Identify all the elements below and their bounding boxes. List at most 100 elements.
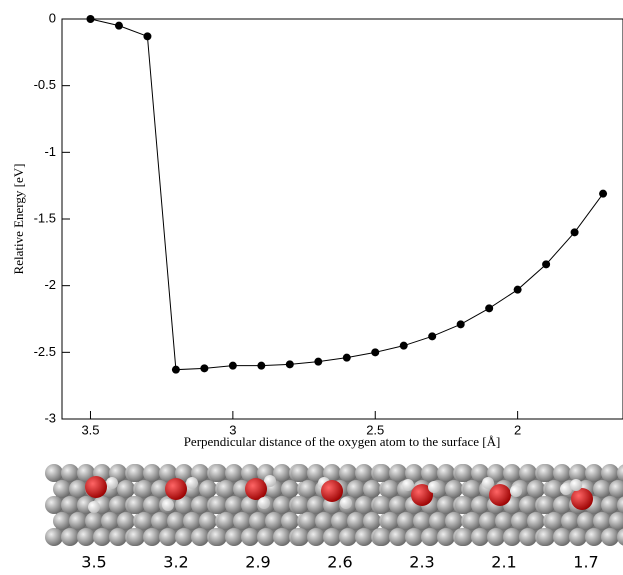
surface-atom [553,464,571,482]
surface-atom [135,512,153,530]
surface-atom [445,512,463,530]
surface-atom [143,496,161,514]
surface-atom [593,480,611,498]
oxygen [321,480,343,502]
surface-atom [61,496,79,514]
surface-atom [373,528,391,546]
surface-atom [479,512,497,530]
snapshot-label: 2.3 [409,553,434,572]
marker [143,32,152,41]
surface-atom [471,528,489,546]
hydrogen [186,477,198,489]
surface-atom [175,496,193,514]
surface-atom [503,528,521,546]
y-tick-label: -1.5 [34,210,56,225]
surface-atom [233,512,251,530]
surface-atom [109,528,127,546]
surface-atom [281,480,299,498]
surface-atom [127,464,145,482]
hydrogen [510,485,522,497]
surface-atom [69,512,87,530]
line [90,18,604,371]
hydrogen [258,497,270,509]
plot-frame [61,18,623,420]
surface-atom [421,528,439,546]
surface-atom [373,496,391,514]
surface-atom [339,528,357,546]
surface-atom [167,512,185,530]
surface-atom [455,464,473,482]
surface-atom [53,480,71,498]
surface-atom [249,512,267,530]
surface-atom [291,464,309,482]
surface-atom [389,528,407,546]
surface-atom [69,480,87,498]
surface-atom [421,464,439,482]
surface-atom [397,512,415,530]
surface-atom [617,496,623,514]
marker [456,320,465,329]
surface-atom [527,480,545,498]
y-tick-label: -2.5 [34,344,56,359]
surface-atom [273,496,291,514]
oxygen [571,488,593,510]
surface-atom [617,528,623,546]
surface-atom [609,512,623,530]
surface-atom [85,512,103,530]
hydrogen [88,501,100,513]
surface-atom [487,464,505,482]
surface-atom [151,512,169,530]
surface-atom [257,528,275,546]
hydrogen [428,481,440,493]
surface-atom [471,496,489,514]
surface-atom [585,528,603,546]
surface-atom [61,464,79,482]
marker [171,365,180,374]
y-tick-label: -3 [44,410,56,425]
oxygen [85,476,107,498]
surface-atom [601,464,619,482]
surface-atom [569,528,587,546]
surface-atom [355,496,373,514]
surface-atom [519,496,537,514]
marker [513,285,522,294]
surface-atom [413,512,431,530]
surface-atom [347,480,365,498]
surface-atom [307,464,325,482]
y-tick-label: -0.5 [34,77,56,92]
surface-atom [93,528,111,546]
surface-atom [199,480,217,498]
surface-atom [389,496,407,514]
oxygen [411,484,433,506]
marker [257,361,266,370]
surface-atom [561,512,579,530]
surface-atom [117,512,135,530]
surface-atom [209,464,227,482]
surface-atom [45,464,63,482]
surface-atom [389,464,407,482]
surface-atom [323,464,341,482]
hydrogen [264,475,276,487]
surface-atom [273,464,291,482]
surface-atom [331,512,349,530]
hydrogen [560,483,572,495]
snapshot-label: 2.9 [245,553,270,572]
x-tick-label: 3 [229,422,236,437]
hydrogen [570,479,582,491]
marker [200,364,209,373]
y-tick-label: -1 [44,144,56,159]
oxygen [165,478,187,500]
surface-atom [437,496,455,514]
hydrogen [482,477,494,489]
surface-atom [593,512,611,530]
marker [228,361,237,370]
surface-atom [241,528,259,546]
marker [342,353,351,362]
surface-atom [225,496,243,514]
surface-atom [175,528,193,546]
surface-atom [437,464,455,482]
surface-atom [373,464,391,482]
surface-atom [601,496,619,514]
surface-atom [471,464,489,482]
surface-atom [617,464,623,482]
